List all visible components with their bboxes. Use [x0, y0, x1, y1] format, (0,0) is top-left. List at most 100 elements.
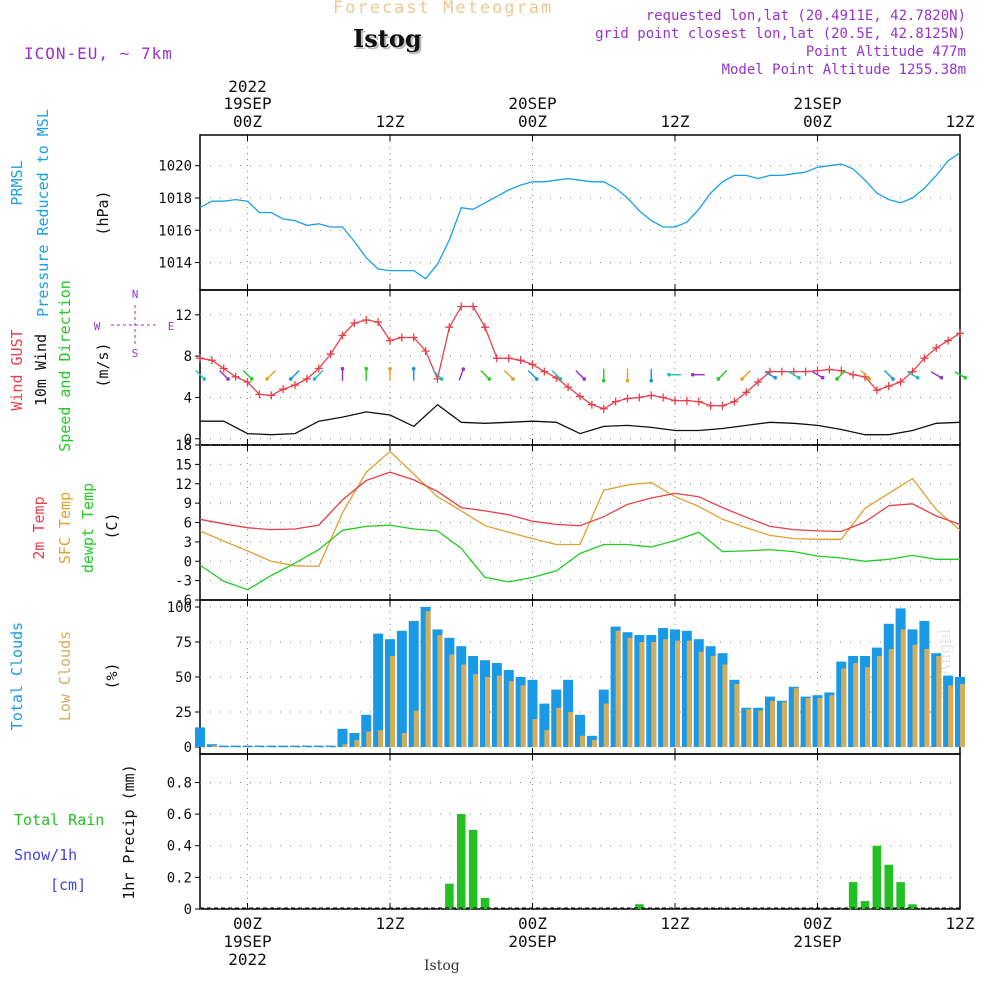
gust-marker [777, 367, 786, 376]
low-cloud-bar [817, 698, 823, 747]
total-cloud-bar [301, 745, 312, 747]
wind-direction-arrow [836, 369, 846, 380]
wind-arrow-head [582, 377, 587, 381]
gust-marker [291, 381, 299, 390]
low-cloud-bar [235, 747, 241, 748]
top-date-label: 19SEP [223, 94, 271, 113]
sfc-temp-label: SFC Temp [56, 492, 74, 564]
gust-marker [207, 356, 216, 365]
y-tick-label: 0 [184, 432, 192, 448]
total-cloud-bar [218, 745, 229, 747]
bottom-hour-label: 00Z [233, 914, 262, 933]
low-cloud-bar [318, 747, 324, 748]
gust-marker [397, 333, 406, 342]
temp-unit: (C) [103, 512, 121, 539]
low-cloud-bar [461, 664, 467, 747]
pressure-label: Pressure Reduced to MSL [34, 109, 52, 317]
y-tick-label: 1014 [158, 256, 192, 272]
low-cloud-bar [663, 639, 669, 747]
gust-marker [801, 367, 810, 376]
clouds-unit: (%) [103, 662, 121, 689]
gust-marker [516, 356, 525, 365]
total-cloud-bar [527, 679, 538, 747]
bottom-hour-label: 12Z [661, 914, 690, 933]
gust-marker [694, 397, 703, 406]
wind-direction-arrow [884, 369, 894, 380]
prmsl-line [199, 152, 961, 280]
gust-marker [944, 336, 953, 345]
gust-marker [813, 366, 822, 375]
gust-marker [279, 385, 288, 394]
compass-s: S [132, 347, 139, 360]
low-cloud-bar [544, 730, 550, 747]
gust-marker [243, 377, 252, 386]
y-tick-label: 25 [175, 705, 192, 721]
gust-marker [255, 390, 264, 399]
gust-marker [492, 354, 501, 363]
wind-arrow-head [716, 377, 721, 381]
low-cloud-bar [781, 702, 787, 747]
bottom-date-label: 19SEP [223, 932, 271, 951]
bottom-date-label: 21SEP [793, 932, 841, 951]
rain-bar [896, 882, 905, 909]
low-cloud-bar [485, 677, 490, 747]
compass-e: E [168, 320, 175, 333]
low-cloud-bar [556, 707, 562, 747]
compass-arrows [111, 305, 159, 345]
total-cloud-bar [325, 745, 336, 747]
low-cloud-bar [853, 663, 859, 747]
snow-label: Snow/1h [14, 846, 77, 864]
station-name: Istog [353, 24, 422, 53]
wind-arrow-head [820, 375, 825, 380]
low-cloud-bar [639, 642, 645, 747]
wind-arrow-head [226, 377, 230, 381]
wind-speed-line [200, 403, 961, 436]
gust-marker [386, 336, 394, 345]
total-cloud-bar [361, 714, 372, 747]
gust-marker [409, 333, 418, 342]
gust-marker [884, 382, 893, 391]
wind-arrow-head [461, 367, 466, 371]
gust-marker [421, 346, 430, 355]
y-tick-label: 0.6 [167, 807, 192, 823]
wind-arrow-head [288, 377, 293, 381]
rain-bar [860, 901, 870, 909]
panel-wind: 0 4 8 12 [175, 289, 961, 448]
low-clouds-label: Low Clouds [56, 631, 74, 721]
gust-marker [504, 354, 513, 363]
model-label: ICON-EU, ~ 7km [24, 44, 173, 63]
y-tick-label: 6 [184, 516, 192, 532]
wind-arrow-head [340, 366, 345, 371]
wind-direction-arrow [432, 369, 443, 380]
low-cloud-bar [580, 735, 585, 747]
low-cloud-bar [390, 656, 395, 747]
dewpt-line [199, 524, 960, 591]
wind-direction-arrow [195, 369, 205, 380]
wind-direction-arrow [741, 369, 751, 380]
gust-marker [825, 365, 834, 374]
low-cloud-bar [520, 685, 526, 747]
gust-marker [659, 393, 668, 402]
low-cloud-bar [900, 629, 906, 747]
wind-arrow-head [939, 375, 944, 380]
wind-direction-arrow [266, 369, 276, 380]
low-cloud-bar [876, 656, 882, 747]
total-cloud-bar [575, 714, 585, 747]
wind-arrow-head [249, 377, 254, 381]
gust-label: Wind GUST [8, 329, 26, 410]
top-date-label: 21SEP [793, 94, 841, 113]
wind-direction-arrow [717, 369, 728, 380]
gust-marker [872, 386, 881, 395]
compass-n: N [132, 288, 139, 301]
low-cloud-bar [746, 709, 752, 747]
wind-direction-arrow [764, 371, 776, 379]
gust-marker [635, 393, 644, 402]
low-cloud-bar [283, 747, 289, 748]
low-cloud-bar [758, 710, 764, 747]
low-cloud-bar [948, 685, 954, 747]
wind-direction-arrow [551, 369, 561, 380]
gust-marker [742, 388, 751, 397]
low-cloud-bar [591, 740, 597, 747]
top-hour-label: 12Z [376, 112, 405, 131]
